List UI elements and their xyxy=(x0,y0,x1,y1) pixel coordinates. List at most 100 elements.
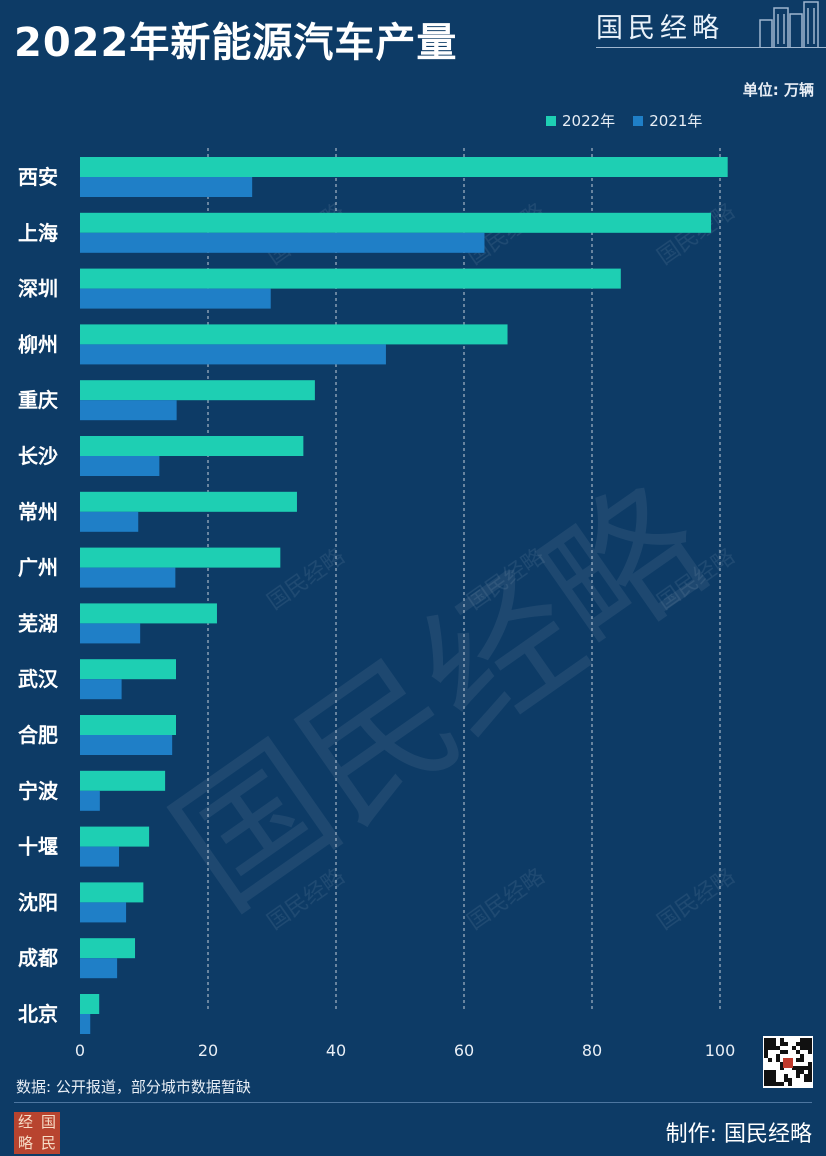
bar-2022 xyxy=(80,547,281,568)
skyline-logo-icon xyxy=(759,1,819,47)
watermark-small-7: 国民经略 xyxy=(463,864,549,935)
bar-2022 xyxy=(80,770,166,791)
bar-chart: 国民经略国民经略国民经略国民经略国民经略国民经略国民经略国民经略国民经略国民经略… xyxy=(18,148,739,1060)
qr-module xyxy=(768,1058,772,1062)
watermark-small-2: 国民经略 xyxy=(653,199,739,270)
qr-module xyxy=(784,1042,788,1046)
watermark-text: 国民经略 xyxy=(145,455,736,942)
category-label: 合肥 xyxy=(18,723,58,747)
bar-2022 xyxy=(80,659,176,680)
x-tick-label-60: 60 xyxy=(454,1041,474,1060)
bar-2021 xyxy=(80,456,160,476)
bar-2022 xyxy=(80,826,150,847)
qr-module xyxy=(804,1066,808,1070)
bar-2021 xyxy=(80,511,139,532)
bar-2021 xyxy=(80,902,127,923)
qr-module xyxy=(800,1066,804,1070)
qr-module xyxy=(784,1078,788,1082)
bar-2021 xyxy=(80,232,485,253)
qr-module xyxy=(800,1058,804,1062)
qr-module xyxy=(808,1074,812,1078)
qr-module xyxy=(776,1082,780,1086)
bar-2022 xyxy=(80,491,297,512)
qr-module xyxy=(764,1046,768,1050)
bar-2022 xyxy=(80,380,315,401)
maker-credit: 制作: 国民经略 xyxy=(665,1122,812,1147)
chart-legend: 2022年 2021年 xyxy=(546,110,702,131)
category-label: 沈阳 xyxy=(18,890,58,914)
qr-module xyxy=(808,1062,812,1066)
bar-2021 xyxy=(80,790,100,811)
x-tick-label-20: 20 xyxy=(198,1041,218,1060)
qr-module xyxy=(780,1042,784,1046)
qr-module xyxy=(776,1046,780,1050)
qr-module xyxy=(808,1050,812,1054)
qr-module xyxy=(804,1074,808,1078)
bar-2021 xyxy=(80,567,176,588)
qr-module xyxy=(768,1042,772,1046)
qr-center-mark xyxy=(783,1058,793,1068)
qr-module xyxy=(764,1038,768,1042)
qr-module xyxy=(764,1074,768,1078)
category-label: 成都 xyxy=(18,946,58,970)
qr-module xyxy=(764,1078,768,1082)
qr-module xyxy=(800,1038,804,1042)
bar-2022 xyxy=(80,994,100,1014)
qr-module xyxy=(780,1066,784,1070)
unit-label: 单位: 万辆 xyxy=(742,81,814,99)
bar-2021 xyxy=(80,958,118,979)
qr-module xyxy=(764,1042,768,1046)
qr-module xyxy=(768,1070,772,1074)
bar-2021 xyxy=(80,288,271,309)
qr-module xyxy=(772,1074,776,1078)
x-tick-label-40: 40 xyxy=(326,1041,346,1060)
bar-2021 xyxy=(80,623,141,644)
qr-module xyxy=(780,1082,784,1086)
qr-module xyxy=(788,1082,792,1086)
qr-module xyxy=(764,1050,768,1054)
x-tick-label-100: 100 xyxy=(705,1041,736,1060)
qr-module xyxy=(764,1054,768,1058)
legend-label-2022: 2022年 xyxy=(562,112,616,130)
category-label: 柳州 xyxy=(18,332,58,356)
qr-module xyxy=(784,1074,788,1078)
qr-module xyxy=(800,1042,804,1046)
qr-module xyxy=(768,1046,772,1050)
qr-module xyxy=(768,1082,772,1086)
footer-divider xyxy=(14,1102,812,1103)
bar-2022 xyxy=(80,157,728,177)
qr-module xyxy=(808,1042,812,1046)
x-tick-label-0: 0 xyxy=(75,1041,85,1060)
category-label: 十堰 xyxy=(18,835,58,859)
bar-2021 xyxy=(80,177,253,197)
qr-module xyxy=(768,1074,772,1078)
qr-module xyxy=(764,1070,768,1074)
qr-module xyxy=(772,1078,776,1082)
brand-divider xyxy=(596,47,826,48)
qr-module xyxy=(808,1070,812,1074)
qr-module xyxy=(796,1074,800,1078)
qr-module xyxy=(808,1038,812,1042)
x-tick-label-80: 80 xyxy=(582,1041,602,1060)
qr-module xyxy=(772,1042,776,1046)
qr-module xyxy=(796,1066,800,1070)
qr-module xyxy=(772,1046,776,1050)
bar-2021 xyxy=(80,344,386,365)
qr-module xyxy=(800,1046,804,1050)
qr-module xyxy=(796,1058,800,1062)
category-label: 宁波 xyxy=(18,779,59,803)
qr-module xyxy=(808,1046,812,1050)
qr-module xyxy=(800,1054,804,1058)
qr-module xyxy=(788,1078,792,1082)
bar-2022 xyxy=(80,882,144,903)
qr-module xyxy=(796,1042,800,1046)
category-label: 西安 xyxy=(18,165,58,189)
chart-title: 2022年新能源汽车产量 xyxy=(14,20,458,66)
qr-module xyxy=(792,1046,796,1050)
category-label: 芜湖 xyxy=(18,611,58,635)
category-label: 上海 xyxy=(18,221,58,245)
brand-logo: 国民经略 xyxy=(596,13,724,44)
seal-char: 经 xyxy=(17,1113,33,1131)
bar-2022 xyxy=(80,436,304,456)
qr-module xyxy=(764,1082,768,1086)
